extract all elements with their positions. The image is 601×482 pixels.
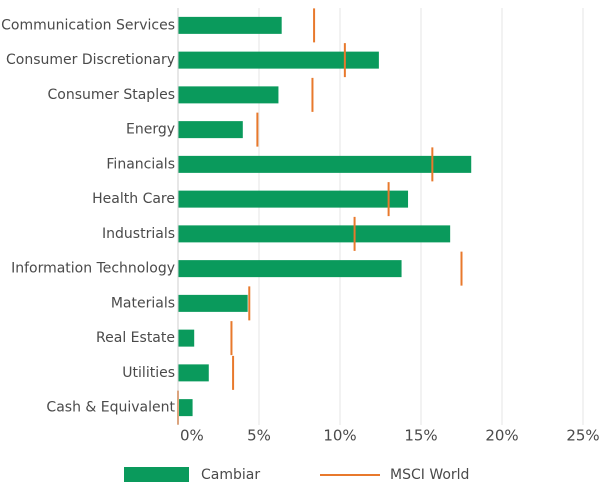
- y-tick-label: Health Care: [92, 191, 175, 207]
- y-tick-label: Consumer Staples: [48, 87, 175, 103]
- x-tick-label: 10%: [323, 427, 356, 445]
- bar: [178, 155, 472, 173]
- y-tick-label: Cash & Equivalent: [46, 400, 175, 416]
- bar: [178, 399, 193, 417]
- y-tick-label: Energy: [126, 122, 175, 138]
- bar: [178, 16, 282, 34]
- y-tick-label: Materials: [111, 295, 175, 311]
- bar: [178, 329, 195, 347]
- x-tick-label: 20%: [485, 427, 518, 445]
- y-tick-label: Financials: [106, 156, 175, 172]
- bar: [178, 51, 379, 69]
- x-tick-label: 25%: [566, 427, 599, 445]
- bar: [178, 364, 209, 382]
- legend-label: MSCI World: [390, 467, 469, 482]
- y-tick-label: Real Estate: [96, 330, 175, 346]
- x-tick-label: 15%: [404, 427, 437, 445]
- x-tick-label: 0%: [180, 427, 204, 445]
- y-tick-label: Utilities: [122, 365, 175, 381]
- y-tick-label: Industrials: [102, 226, 175, 242]
- bar: [178, 260, 402, 278]
- legend-swatch: [124, 467, 189, 482]
- bar: [178, 121, 243, 139]
- bar: [178, 225, 451, 243]
- bar: [178, 86, 279, 104]
- y-tick-label: Consumer Discretionary: [6, 52, 175, 68]
- bar: [178, 190, 409, 208]
- y-tick-label: Information Technology: [11, 261, 175, 277]
- bar: [178, 294, 248, 312]
- legend-label: Cambiar: [201, 467, 260, 482]
- x-tick-label: 5%: [247, 427, 271, 445]
- y-tick-label: Communication Services: [1, 17, 175, 33]
